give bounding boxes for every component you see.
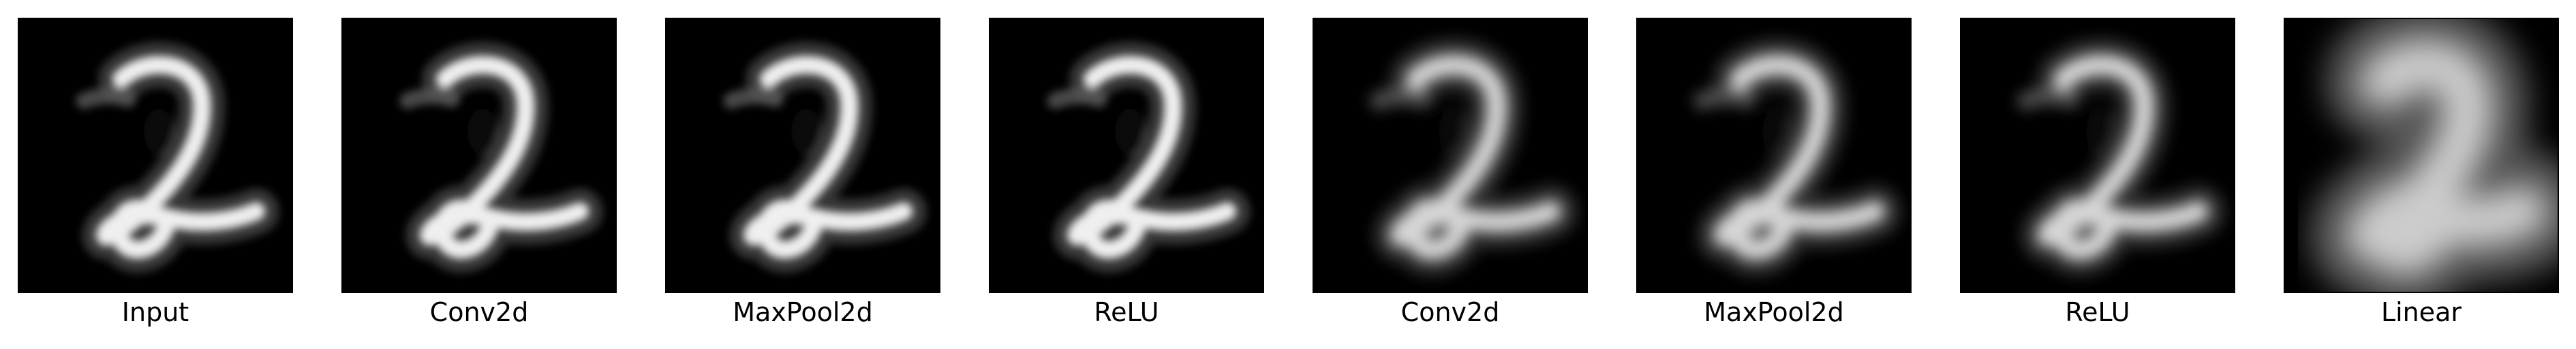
- panel-conv2d-1: Conv2d: [341, 0, 617, 349]
- panel-relu-2: ReLU: [1960, 0, 2235, 349]
- feature-map-image: [989, 18, 1264, 293]
- digit-activation: [19, 19, 292, 292]
- digit-activation: [990, 19, 1263, 292]
- feature-map-image: [1960, 18, 2235, 293]
- digit-activation: [1314, 19, 1586, 292]
- panel-label: Conv2d: [429, 297, 529, 327]
- digit-activation: [1961, 19, 2234, 292]
- digit-activation: [1638, 19, 1910, 292]
- panel-maxpool2d-1: MaxPool2d: [665, 0, 940, 349]
- panel-label: ReLU: [2065, 297, 2130, 327]
- panel-label: Input: [121, 297, 189, 327]
- digit-activation: [2285, 19, 2558, 292]
- feature-map-image: [2284, 18, 2559, 293]
- feature-map-image: [1636, 18, 1912, 293]
- panel-label: Linear: [2380, 297, 2462, 327]
- panel-conv2d-2: Conv2d: [1313, 0, 1588, 349]
- digit-activation: [343, 19, 615, 292]
- feature-map-image: [341, 18, 617, 293]
- panel-label: MaxPool2d: [1704, 297, 1844, 327]
- panel-maxpool2d-2: MaxPool2d: [1636, 0, 1912, 349]
- panel-linear: Linear: [2284, 0, 2559, 349]
- panel-label: ReLU: [1094, 297, 1159, 327]
- feature-map-image: [18, 18, 293, 293]
- panel-label: Conv2d: [1400, 297, 1500, 327]
- feature-map-image: [1313, 18, 1588, 293]
- panel-label: MaxPool2d: [733, 297, 873, 327]
- digit-activation: [666, 19, 939, 292]
- panel-input: Input: [18, 0, 293, 349]
- feature-map-image: [665, 18, 940, 293]
- panel-relu-1: ReLU: [989, 0, 1264, 349]
